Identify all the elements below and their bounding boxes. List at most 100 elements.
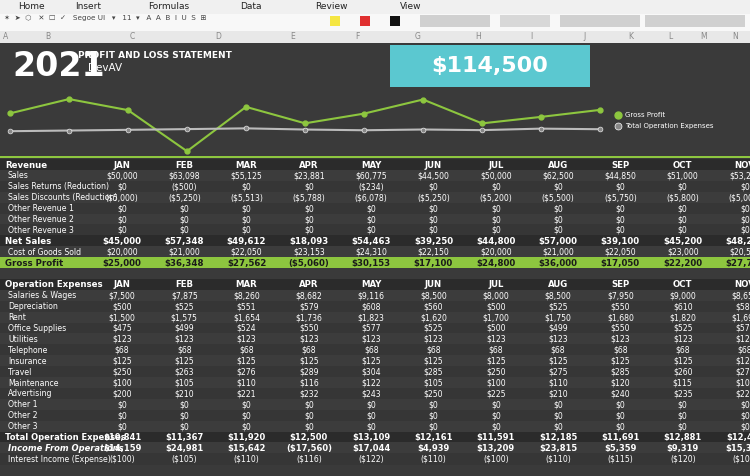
Text: Rent: Rent: [8, 313, 26, 322]
Text: $50,000: $50,000: [106, 171, 138, 180]
Text: $8,260: $8,260: [233, 291, 260, 300]
Text: $240: $240: [610, 389, 630, 398]
Text: ($110): ($110): [234, 455, 260, 464]
Text: $0: $0: [491, 400, 501, 409]
Text: Gross Profit: Gross Profit: [625, 112, 665, 118]
Text: $1,690: $1,690: [731, 313, 750, 322]
Text: $0: $0: [242, 182, 251, 191]
Text: $23,000: $23,000: [667, 248, 698, 257]
Text: $7,500: $7,500: [109, 291, 135, 300]
Text: Salaries & Wages: Salaries & Wages: [8, 291, 76, 300]
Text: J: J: [583, 32, 585, 41]
Text: APR: APR: [299, 160, 319, 169]
Text: I: I: [530, 32, 532, 41]
Text: $11,367: $11,367: [165, 433, 203, 442]
Text: $0: $0: [491, 226, 501, 235]
Text: Utilities: Utilities: [8, 335, 38, 344]
Text: $250: $250: [424, 389, 443, 398]
Text: $0: $0: [117, 215, 127, 224]
Bar: [0, 432, 750, 443]
Text: ($5,060): ($5,060): [289, 258, 329, 268]
Text: $550: $550: [299, 324, 319, 333]
Text: Advertising: Advertising: [8, 389, 53, 398]
Text: $123: $123: [673, 335, 692, 344]
Text: $39,250: $39,250: [414, 237, 453, 246]
Text: $475: $475: [112, 324, 132, 333]
Text: $123: $123: [424, 335, 443, 344]
Text: ($116): ($116): [296, 455, 322, 464]
Text: DevAV: DevAV: [88, 63, 122, 73]
Text: $0: $0: [117, 182, 127, 191]
Text: $0: $0: [740, 226, 750, 235]
Text: $0: $0: [740, 215, 750, 224]
Text: ($115): ($115): [608, 455, 633, 464]
Text: Net Sales: Net Sales: [5, 237, 51, 246]
Text: $10,841: $10,841: [103, 433, 141, 442]
Text: $499: $499: [548, 324, 568, 333]
Text: $276: $276: [237, 367, 256, 377]
Text: $0: $0: [304, 400, 313, 409]
Text: Sales: Sales: [8, 171, 28, 180]
Text: Office Supplies: Office Supplies: [8, 324, 66, 333]
Text: $0: $0: [179, 411, 189, 420]
Text: $125: $125: [112, 357, 132, 366]
Text: ($105): ($105): [732, 455, 750, 464]
Text: $1,820: $1,820: [669, 313, 696, 322]
Text: $45,000: $45,000: [103, 237, 142, 246]
Text: $8,000: $8,000: [482, 291, 509, 300]
Text: $13,109: $13,109: [352, 433, 390, 442]
Text: $68: $68: [613, 346, 628, 355]
Text: $105: $105: [424, 378, 443, 387]
Bar: [0, 355, 750, 367]
Text: Other 1: Other 1: [8, 400, 38, 409]
Text: $8,650: $8,650: [731, 291, 750, 300]
Bar: [360, 16, 370, 26]
Text: $0: $0: [179, 204, 189, 213]
Text: $0: $0: [554, 422, 563, 431]
Bar: [560, 15, 640, 27]
Text: $123: $123: [237, 335, 256, 344]
Text: Other 2: Other 2: [8, 411, 38, 420]
Text: $500: $500: [112, 302, 132, 311]
Text: $1,736: $1,736: [296, 313, 322, 322]
Text: $0: $0: [304, 204, 313, 213]
Text: $125: $125: [424, 357, 443, 366]
Text: $51,000: $51,000: [667, 171, 698, 180]
Text: $0: $0: [554, 226, 563, 235]
Text: $39,100: $39,100: [601, 237, 640, 246]
Text: ($5,513): ($5,513): [230, 193, 263, 202]
Text: ($100): ($100): [110, 455, 135, 464]
Bar: [0, 235, 750, 247]
Text: $116: $116: [299, 378, 319, 387]
Text: ($105): ($105): [172, 455, 197, 464]
Bar: [0, 14, 750, 31]
Text: $12,185: $12,185: [539, 433, 578, 442]
Text: $577: $577: [362, 324, 381, 333]
Text: Other 3: Other 3: [8, 422, 38, 431]
Text: $0: $0: [616, 226, 626, 235]
Text: $232: $232: [299, 389, 319, 398]
Text: $8,500: $8,500: [544, 291, 572, 300]
Text: F: F: [355, 32, 359, 41]
Text: $21,000: $21,000: [542, 248, 574, 257]
Text: $0: $0: [117, 422, 127, 431]
Text: $123: $123: [735, 335, 750, 344]
Text: $0: $0: [429, 215, 438, 224]
Bar: [500, 15, 550, 27]
Text: $0: $0: [242, 411, 251, 420]
Text: $525: $525: [548, 302, 568, 311]
Text: $221: $221: [237, 389, 256, 398]
Text: $123: $123: [610, 335, 630, 344]
Text: $499: $499: [175, 324, 194, 333]
Text: $525: $525: [673, 324, 692, 333]
Text: $580: $580: [735, 302, 750, 311]
Text: $610: $610: [673, 302, 692, 311]
Text: $125: $125: [486, 357, 506, 366]
Text: $0: $0: [429, 182, 438, 191]
Bar: [0, 31, 750, 43]
Text: L: L: [668, 32, 672, 41]
Bar: [0, 279, 750, 290]
Text: AUG: AUG: [548, 280, 568, 289]
Text: $50,000: $50,000: [480, 171, 512, 180]
Text: $285: $285: [424, 367, 443, 377]
